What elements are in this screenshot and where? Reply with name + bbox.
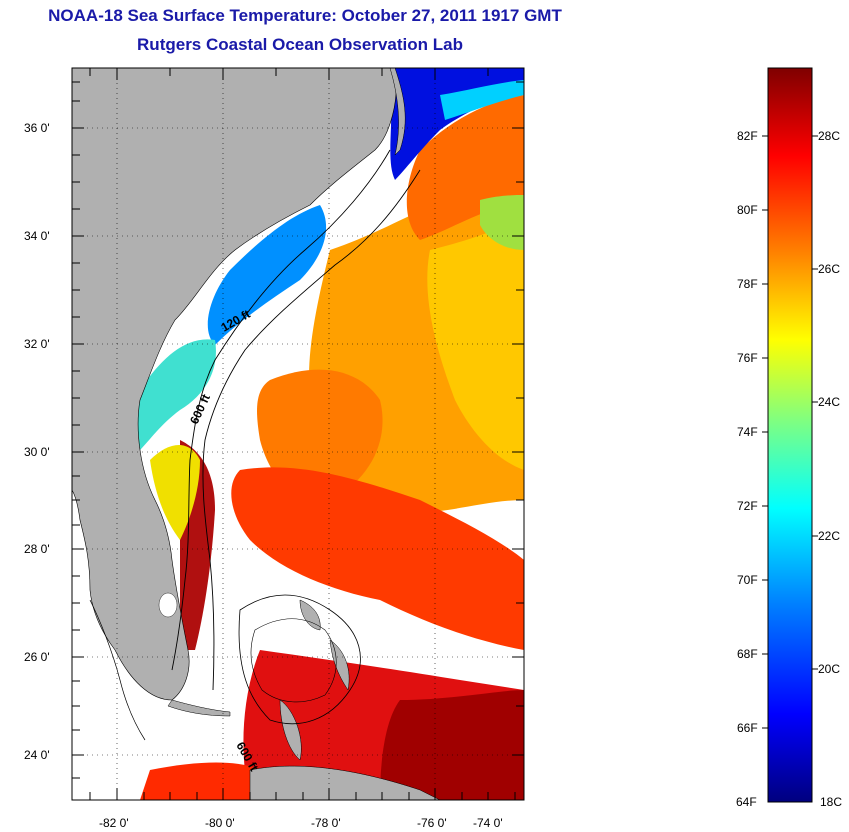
land-bahamas-abaco — [299, 599, 321, 631]
colorbar-f-label: 64F — [736, 795, 757, 809]
sst-coastal-yellow — [150, 445, 200, 540]
longitude-labels: -82 0' -80 0' -78 0' -76 0' -74 0' — [99, 816, 503, 830]
sst-cold-cyan-north — [440, 80, 524, 120]
contour-bahamas — [238, 594, 361, 725]
sst-coastal-cyan — [207, 205, 327, 345]
colorbar-f-label: 78F — [737, 277, 758, 291]
land-cuba — [249, 765, 441, 800]
lon-label: -76 0' — [417, 816, 447, 830]
colorbar-f-label: 68F — [737, 647, 758, 661]
lat-label: 34 0' — [24, 229, 50, 243]
colorbar-ticks — [762, 135, 818, 729]
sst-florida-keys-red — [140, 762, 260, 800]
contour-bahamas-inner — [250, 618, 337, 703]
map-subtitle: Rutgers Coastal Ocean Observation Lab — [137, 35, 463, 54]
colorbar-f-label: 72F — [737, 499, 758, 513]
sst-warm-yellow-east — [427, 215, 524, 470]
colorbar-c-label: 22C — [818, 529, 840, 543]
colorbar-f-label: 74F — [737, 425, 758, 439]
colorbar-f-label: 66F — [737, 721, 758, 735]
colorbar-gradient — [767, 67, 813, 803]
lat-label: 28 0' — [24, 542, 50, 556]
colorbar-f-label: 80F — [737, 203, 758, 217]
colorbar-f-label: 70F — [737, 573, 758, 587]
land-florida-keys — [167, 699, 231, 717]
lon-label: -82 0' — [99, 816, 129, 830]
sst-south-red — [231, 467, 524, 650]
contour-florida-bay — [89, 599, 146, 741]
land-bahamas-eleuthera — [329, 639, 350, 691]
land-bahamas-andros — [279, 699, 302, 761]
lat-label: 32 0' — [24, 337, 50, 351]
latitude-labels: 24 0' 26 0' 28 0' 30 0' 32 0' 34 0' 36 0… — [24, 121, 50, 762]
lon-label: -80 0' — [205, 816, 235, 830]
land-outer-banks — [389, 68, 406, 156]
colorbar-c-label: 26C — [818, 262, 840, 276]
colorbar-f-label: 82F — [737, 129, 758, 143]
land-lake-okeechobee — [158, 592, 178, 618]
contour-120ft — [171, 149, 391, 671]
sst-map — [72, 68, 524, 800]
lon-label: -74 0' — [473, 816, 503, 830]
lon-label: -78 0' — [311, 816, 341, 830]
map-frame-ticks — [72, 68, 524, 800]
colorbar-c-label: 24C — [818, 395, 840, 409]
map-frame — [71, 67, 525, 801]
contour-600ft — [202, 169, 421, 691]
map-grid — [72, 68, 524, 800]
lat-label: 30 0' — [24, 445, 50, 459]
lat-label: 26 0' — [24, 650, 50, 664]
colorbar-c-label: 20C — [818, 662, 840, 676]
lat-label: 36 0' — [24, 121, 50, 135]
lat-label: 24 0' — [24, 748, 50, 762]
colorbar-f-label: 76F — [737, 351, 758, 365]
map-title: NOAA-18 Sea Surface Temperature: October… — [48, 6, 562, 25]
colorbar-c-label: 18C — [820, 795, 842, 809]
colorbar: 82F 80F 78F 76F 74F 72F 70F 68F 66F 64F … — [736, 67, 842, 809]
sst-coastal-green — [134, 339, 216, 450]
sst-deep-red-se — [380, 690, 524, 800]
colorbar-c-label: 28C — [818, 129, 840, 143]
